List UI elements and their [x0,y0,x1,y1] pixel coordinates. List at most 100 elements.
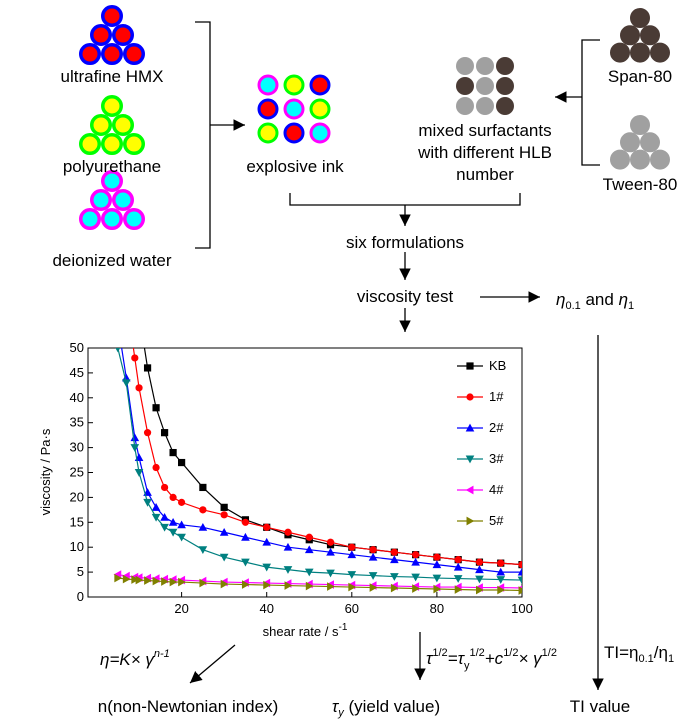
marker [496,567,506,576]
tween-label: Tween-80 [603,175,678,194]
marker [178,458,186,467]
marker [130,433,140,442]
y-axis-label: viscosity / Pa·s [38,428,53,515]
material-label: deionized water [52,251,171,270]
marker [169,448,177,457]
particle [112,24,134,47]
marker [475,558,484,566]
marker [220,511,228,519]
marker [199,483,207,492]
particle [90,189,112,212]
material-label: polyurethane [63,157,161,176]
marker [262,563,272,572]
x-axis-label: shear rate / s-1 [263,622,348,639]
particle [620,132,640,153]
marker [160,483,169,492]
particle [476,97,494,115]
result: n(non-Newtonian index) [98,697,279,716]
marker [143,498,152,507]
particle [640,25,660,46]
marker [454,556,462,564]
legend-label: KB [489,358,506,373]
particle [640,132,660,153]
legend-label: 5# [489,513,504,528]
marker [177,533,186,542]
result: τy (yield value) [332,697,440,719]
marker [262,537,272,546]
marker [151,513,161,522]
surfactant-label: mixed surfactants [418,121,551,140]
particle [650,42,670,63]
marker [432,574,442,583]
particle [610,42,630,63]
particle [90,114,112,137]
marker [304,545,314,554]
marker [466,393,474,401]
marker [198,546,208,555]
span-label: Span-80 [608,67,672,86]
marker [283,566,293,574]
marker [518,561,522,569]
marker [497,559,505,567]
y-tick-label: 25 [70,465,84,480]
eta-output: η0.1 and η1 [556,290,634,312]
x-tick-label: 20 [174,601,188,616]
particle [101,95,123,117]
particle [630,8,650,28]
marker [465,485,474,495]
marker [121,379,131,388]
particle [101,208,123,231]
marker [348,582,357,592]
marker [241,532,250,541]
marker [411,573,420,582]
marker [177,520,186,529]
marker [160,513,169,521]
marker [390,573,399,581]
marker [219,527,229,536]
marker [160,523,169,532]
marker [143,364,152,372]
marker [412,584,420,593]
ti-formula: TI=η0.1/η1 [604,643,674,665]
marker [130,444,140,452]
particle [456,97,474,115]
particle [650,149,670,170]
y-tick-label: 45 [70,365,84,380]
marker [465,423,475,432]
marker [433,584,442,594]
marker [122,574,131,584]
x-tick-label: 40 [259,601,273,616]
marker [283,542,293,551]
particle [101,133,123,156]
particle [90,24,112,47]
marker [241,558,250,567]
particle [309,74,331,96]
marker [121,373,131,382]
marker [326,569,335,578]
marker [161,577,169,586]
marker [411,557,420,566]
marker [412,551,420,559]
marker [115,348,121,353]
particle [496,77,514,95]
marker [390,555,399,564]
plot: 0 5 10 15 20 25 30 35 40 45 50 20 40 60 80 100 KB 1# 2# 3# 4… [70,310,533,616]
surfactant-label: with different HLB [417,143,552,162]
marker [390,548,398,556]
particle [79,133,101,156]
marker [241,580,250,589]
marker [135,310,142,317]
marker [199,506,207,514]
marker [326,547,335,556]
marker [131,575,140,584]
particle [79,43,101,66]
step-label: viscosity test [357,287,454,306]
particle [283,122,305,144]
y-tick-label: 0 [77,589,84,604]
marker [517,576,522,585]
y-tick-label: 10 [70,539,84,554]
marker [347,550,357,559]
x-tick-label: 80 [430,601,444,616]
particle [496,57,514,75]
particle [456,57,474,75]
